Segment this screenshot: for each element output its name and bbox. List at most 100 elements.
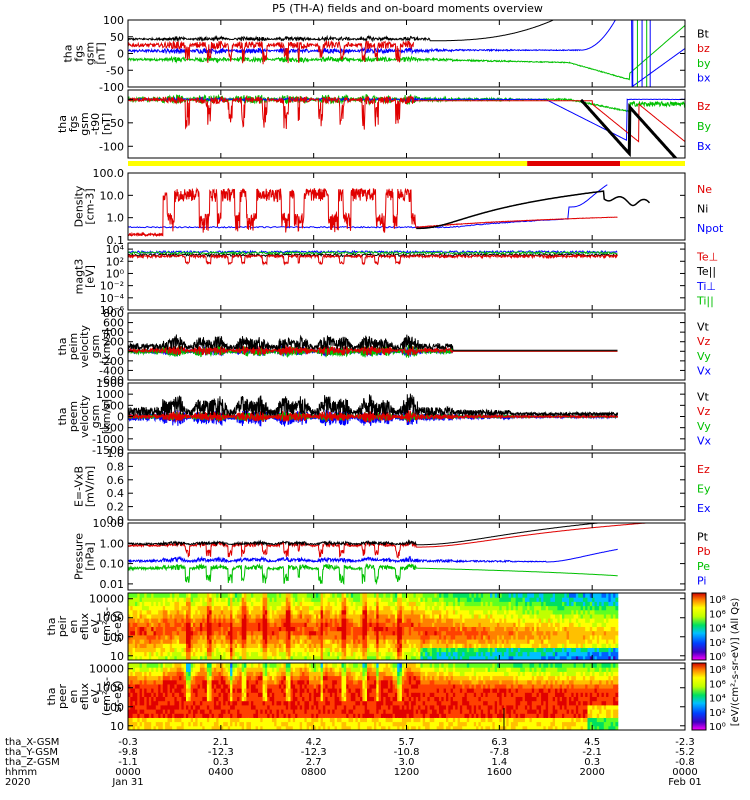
spectrogram-cell bbox=[332, 618, 336, 623]
spectrogram-cell bbox=[209, 643, 213, 648]
spectrogram-cell bbox=[292, 593, 296, 598]
spectrogram-cell bbox=[320, 643, 324, 648]
spectrogram-cell bbox=[304, 626, 308, 632]
spectrogram-cell bbox=[267, 643, 271, 648]
spectrogram-cell bbox=[169, 613, 173, 619]
spectrogram-cell bbox=[478, 605, 482, 611]
spectrogram-cell bbox=[258, 609, 261, 615]
spectrogram-cell bbox=[432, 622, 435, 627]
spectrogram-cell bbox=[318, 609, 322, 615]
spectrogram-cell bbox=[304, 609, 308, 615]
spectrogram-cell bbox=[608, 601, 612, 607]
spectrogram-cell bbox=[176, 622, 180, 627]
spectrogram-cell bbox=[336, 667, 340, 672]
spectrogram-cell bbox=[188, 639, 192, 644]
spectrogram-cell bbox=[274, 721, 278, 727]
spectrogram-cell bbox=[587, 618, 591, 623]
spectrogram-cell bbox=[271, 593, 275, 598]
spectrogram-cell bbox=[269, 634, 273, 640]
spectrogram-cell bbox=[130, 630, 134, 636]
spectrogram-cell bbox=[397, 622, 401, 627]
spectrogram-cell bbox=[146, 634, 150, 640]
spectrogram-cell bbox=[355, 639, 359, 644]
spectrogram-cell bbox=[462, 609, 466, 615]
spectrogram-cell bbox=[302, 601, 305, 607]
spectrogram-cell bbox=[165, 683, 168, 689]
spectrogram-cell bbox=[441, 634, 445, 640]
spectrogram-cell bbox=[206, 721, 210, 727]
spectrogram-cell bbox=[271, 709, 275, 714]
spectrogram-cell bbox=[176, 679, 180, 685]
spectrogram-cell bbox=[262, 618, 266, 623]
spectrogram-cell bbox=[466, 639, 470, 644]
spectrogram-cell bbox=[148, 700, 152, 706]
spectrogram-cell bbox=[239, 709, 243, 714]
spectrogram-cell bbox=[508, 647, 512, 653]
spectrogram-cell bbox=[155, 597, 159, 602]
spectrogram-cell bbox=[160, 630, 164, 636]
spectrogram-cell bbox=[165, 667, 168, 672]
spectrogram-cell bbox=[209, 655, 213, 660]
spectrogram-cell bbox=[318, 683, 322, 689]
spectrogram-cell bbox=[329, 609, 333, 615]
spectrogram-cell bbox=[269, 700, 273, 706]
spectrogram-cell bbox=[613, 655, 616, 660]
spectrogram-cell bbox=[188, 634, 192, 640]
spectrogram-cell bbox=[148, 651, 152, 657]
spectrogram-cell bbox=[230, 613, 233, 619]
spectrogram-cell bbox=[383, 605, 387, 611]
spectrogram-cell bbox=[241, 721, 245, 727]
spectrogram-cell bbox=[327, 609, 331, 615]
spectrogram-cell bbox=[158, 651, 162, 657]
spectrogram-cell bbox=[311, 651, 315, 657]
spectrogram-cell bbox=[146, 692, 150, 697]
spectrogram-cell bbox=[562, 593, 565, 598]
spectrogram-cell bbox=[343, 626, 347, 632]
spectrogram-cell bbox=[264, 717, 268, 723]
spectrogram-cell bbox=[329, 626, 333, 632]
spectrogram-cell bbox=[559, 647, 563, 653]
spectrogram-cell bbox=[269, 605, 273, 611]
spectrogram-cell bbox=[206, 709, 210, 714]
spectrogram-cell bbox=[446, 613, 449, 619]
spectrogram-cell bbox=[346, 663, 350, 668]
spectrogram-cell bbox=[278, 630, 282, 636]
spectrogram-cell bbox=[348, 671, 352, 677]
spectrogram-cell bbox=[446, 618, 449, 623]
spectrogram-cell bbox=[239, 647, 243, 653]
spectrogram-cell bbox=[360, 597, 363, 602]
spectrogram-cell bbox=[216, 692, 220, 697]
spectrogram-cell bbox=[262, 696, 266, 702]
spectrogram-cell bbox=[292, 700, 296, 706]
spectrogram-cell bbox=[325, 618, 329, 623]
spectrogram-cell bbox=[158, 663, 162, 668]
spectrogram-cell bbox=[413, 634, 417, 640]
spectrogram-cell bbox=[320, 651, 324, 657]
spectrogram-cell bbox=[172, 651, 175, 657]
spectrogram-cell bbox=[599, 601, 602, 607]
spectrogram-cell bbox=[362, 605, 366, 611]
spectrogram-cell bbox=[608, 593, 612, 598]
spectrogram-cell bbox=[334, 630, 338, 636]
spectrogram-cell bbox=[148, 696, 152, 702]
spectrogram-cell bbox=[603, 618, 607, 623]
spectrogram-cell bbox=[158, 709, 162, 714]
spectrogram-cell bbox=[216, 667, 220, 672]
spectrogram-cell bbox=[309, 643, 312, 648]
spectrogram-cell bbox=[355, 593, 359, 598]
spectrogram-cell bbox=[204, 667, 208, 672]
spectrogram-cell bbox=[599, 597, 602, 602]
spectrogram-cell bbox=[552, 622, 556, 627]
spectrogram-cell bbox=[165, 679, 168, 685]
spectrogram-cell bbox=[195, 667, 199, 672]
spectrogram-cell bbox=[587, 593, 591, 598]
spectrogram-cell bbox=[232, 639, 236, 644]
spectrogram-cell bbox=[288, 704, 291, 710]
spectrogram-cell bbox=[592, 593, 596, 598]
spectrogram-cell bbox=[599, 613, 602, 619]
spectrogram-cell bbox=[199, 688, 203, 693]
spectrogram-cell bbox=[225, 692, 229, 697]
spectrogram-cell bbox=[239, 675, 243, 681]
spectrogram-cell bbox=[139, 663, 143, 668]
spectrogram-cell bbox=[557, 626, 561, 632]
